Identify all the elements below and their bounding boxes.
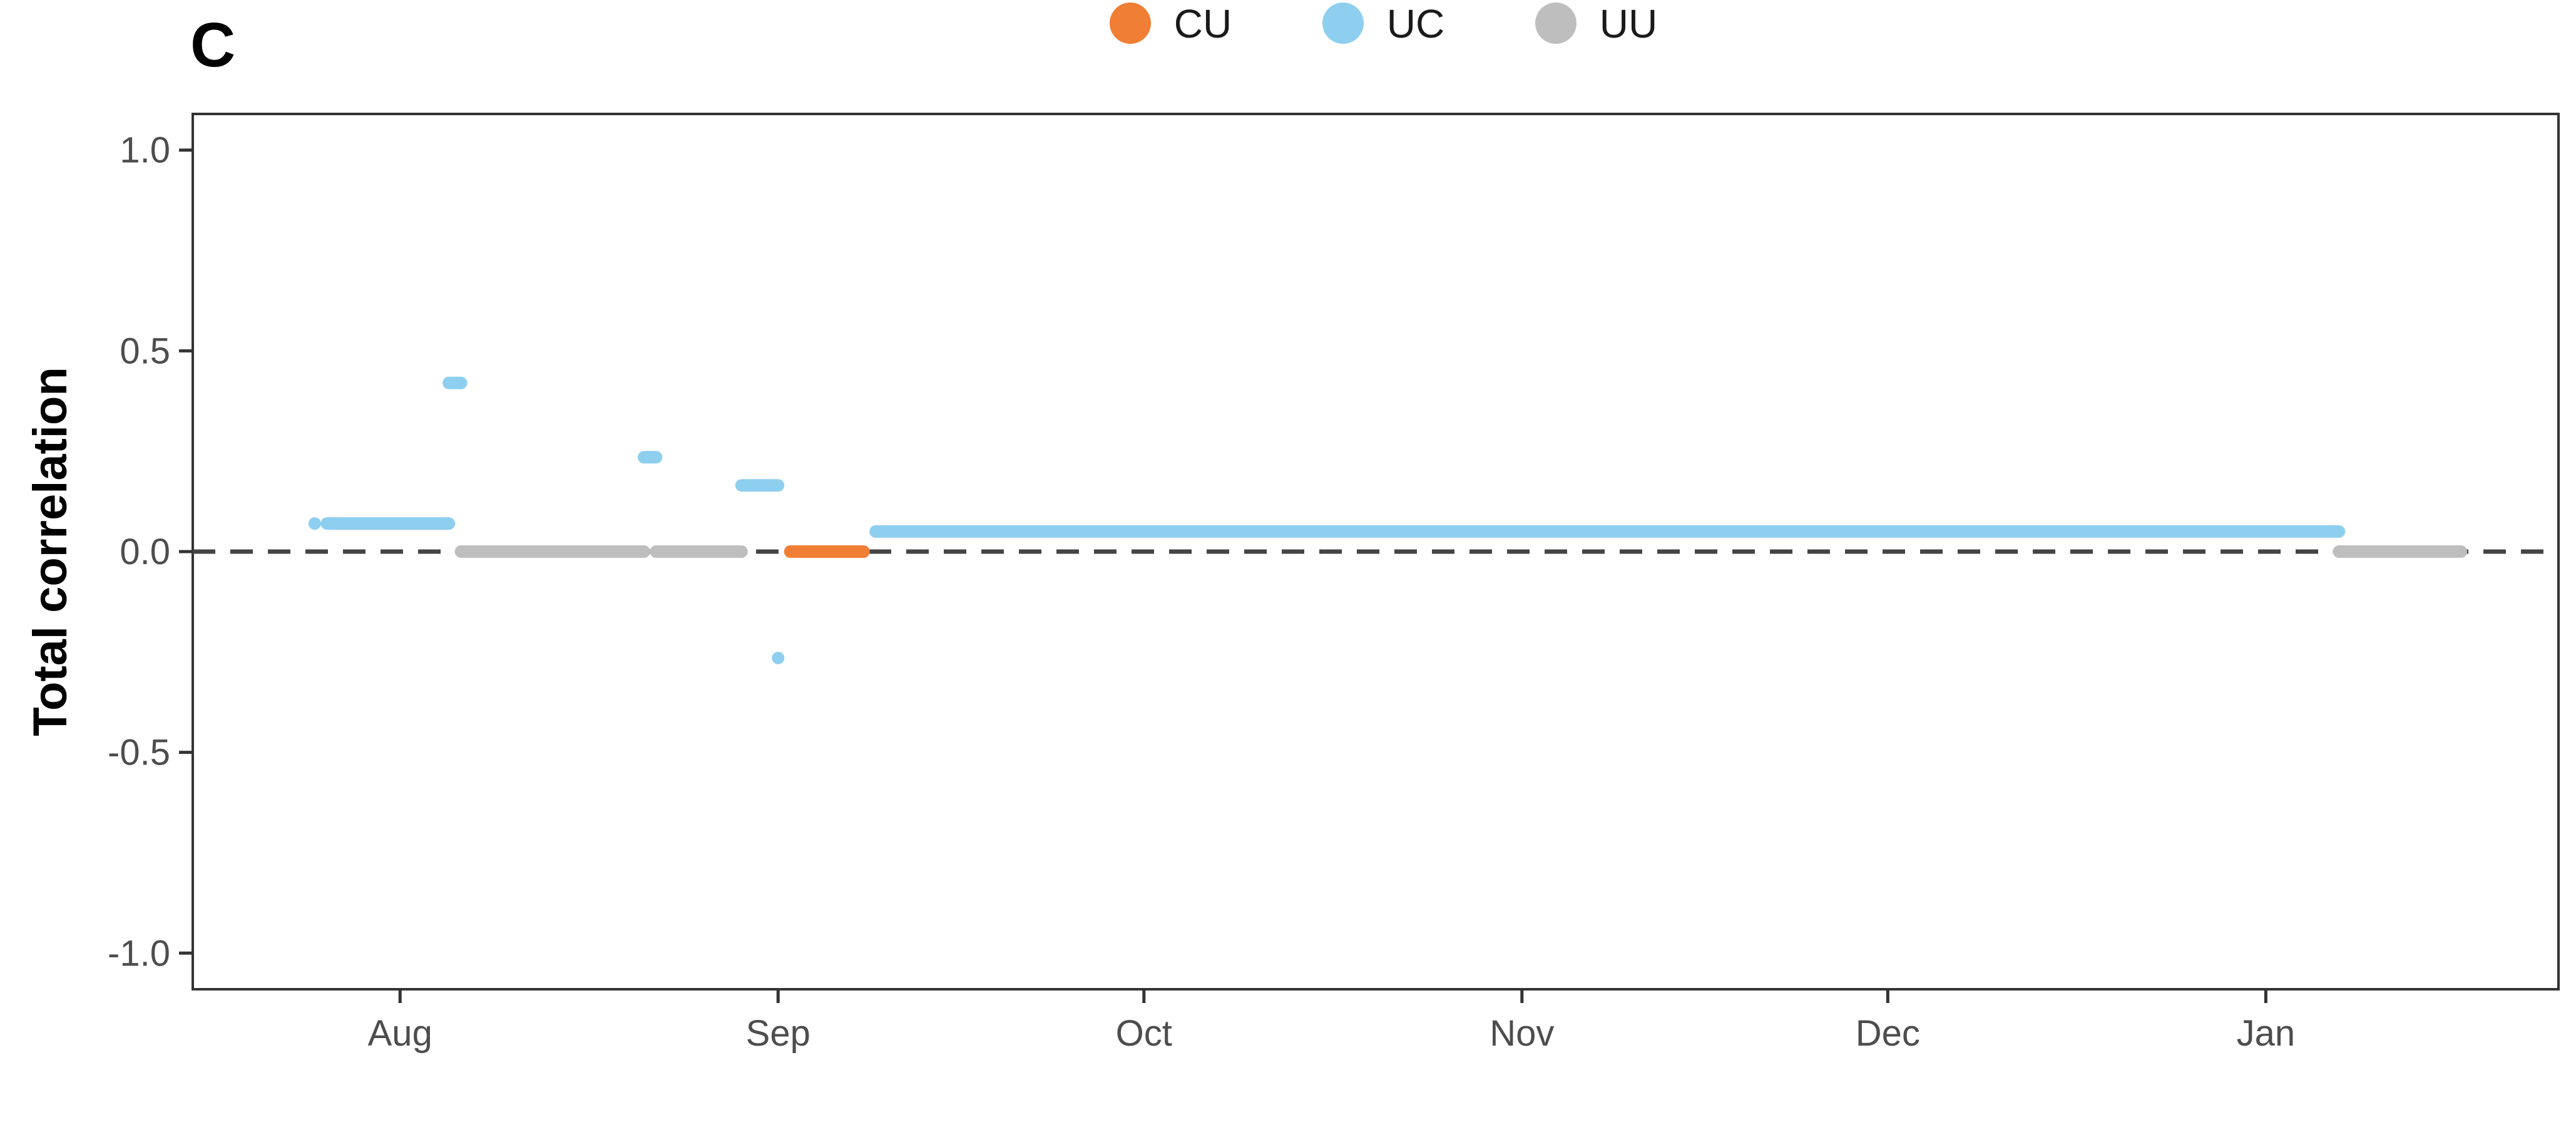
data-marks: [308, 376, 2468, 664]
x-tick-label: Oct: [1116, 1013, 1172, 1054]
legend: CU UC UU: [1110, 1, 1657, 46]
x-tick-label: Nov: [1490, 1013, 1554, 1054]
legend-key-uu: [1535, 3, 1577, 44]
x-axis: Aug Sep Oct Nov Dec Jan: [368, 989, 2295, 1054]
legend-key-uc: [1322, 3, 1364, 44]
y-axis-title: Total correlation: [24, 367, 77, 736]
legend-label-cu: CU: [1174, 1, 1232, 46]
legend-label-uu: UU: [1600, 1, 1657, 46]
legend-label-uc: UC: [1387, 1, 1444, 46]
x-tick-label: Aug: [368, 1013, 432, 1054]
x-tick-label: Dec: [1856, 1013, 1920, 1054]
y-tick-label: -1.0: [108, 933, 170, 974]
legend-key-cu: [1110, 3, 1151, 44]
panel-label: C: [190, 10, 235, 80]
x-tick-label: Jan: [2237, 1013, 2296, 1054]
x-tick-label: Sep: [746, 1013, 810, 1054]
y-tick-label: -0.5: [108, 733, 170, 773]
y-tick-label: 0.5: [120, 331, 170, 371]
series-uc: [308, 376, 2346, 664]
y-axis: 1.0 0.5 0.0 -0.5 -1.0: [108, 130, 193, 974]
y-tick-label: 0.0: [120, 532, 170, 572]
y-tick-label: 1.0: [120, 130, 170, 171]
